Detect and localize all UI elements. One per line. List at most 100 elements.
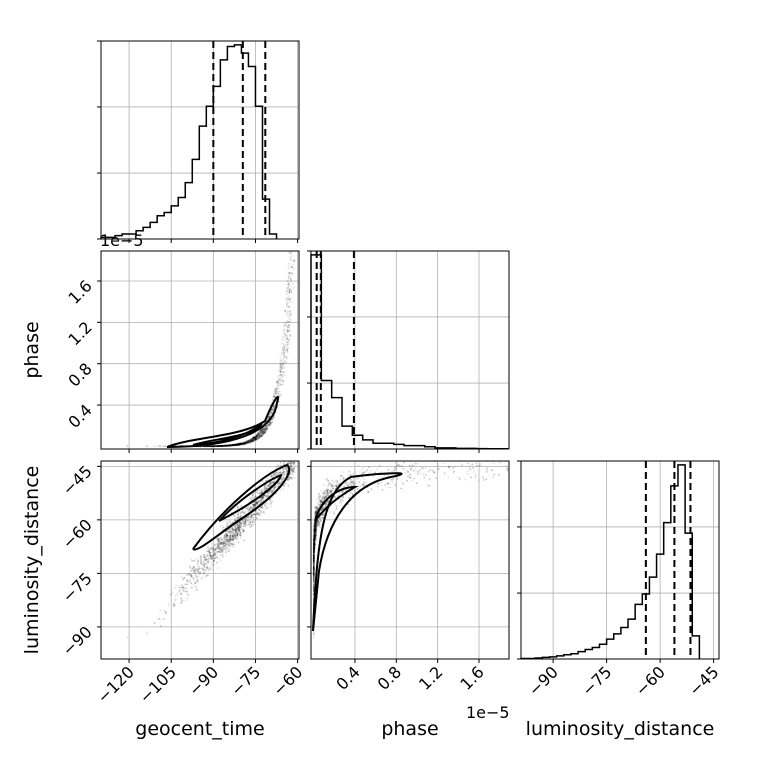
- point: [260, 489, 263, 492]
- point: [233, 535, 236, 537]
- point: [239, 532, 242, 535]
- point: [250, 438, 253, 441]
- point: [260, 490, 263, 493]
- point: [226, 444, 228, 447]
- point: [217, 445, 220, 447]
- point: [290, 453, 292, 455]
- point: [253, 436, 256, 439]
- point: [243, 524, 245, 527]
- point: [260, 430, 263, 433]
- point: [247, 522, 250, 525]
- point: [216, 445, 218, 448]
- point: [275, 389, 278, 392]
- point: [258, 431, 260, 433]
- point: [502, 456, 504, 458]
- point: [234, 444, 237, 446]
- point: [245, 517, 248, 519]
- point: [286, 301, 288, 303]
- y-tick-label-0: 0.4: [64, 400, 95, 431]
- point: [262, 495, 264, 498]
- point: [264, 427, 267, 430]
- point: [253, 523, 255, 526]
- point: [236, 443, 238, 446]
- point: [212, 445, 215, 447]
- point: [240, 442, 243, 445]
- point: [217, 540, 220, 542]
- point: [178, 586, 181, 589]
- point: [217, 445, 220, 447]
- point: [225, 445, 228, 447]
- point: [254, 439, 256, 442]
- point: [272, 405, 275, 408]
- point: [256, 433, 259, 436]
- point: [276, 379, 279, 382]
- point: [229, 536, 232, 539]
- point: [258, 509, 261, 511]
- point: [227, 444, 229, 447]
- point: [260, 511, 262, 513]
- point: [228, 538, 231, 541]
- point: [238, 533, 241, 536]
- point: [229, 444, 232, 447]
- point: [280, 363, 282, 366]
- point: [287, 326, 289, 329]
- point: [224, 532, 227, 535]
- point: [216, 544, 219, 547]
- point: [254, 510, 256, 513]
- point: [238, 444, 241, 446]
- point: [239, 443, 242, 446]
- point: [277, 472, 280, 475]
- point: [239, 535, 242, 537]
- point: [283, 349, 286, 351]
- point: [280, 379, 282, 382]
- point: [247, 441, 250, 444]
- point: [288, 293, 291, 295]
- point: [159, 625, 162, 628]
- point: [221, 445, 223, 447]
- point: [235, 529, 237, 532]
- point: [229, 444, 232, 447]
- point: [251, 440, 254, 443]
- point: [293, 259, 296, 262]
- point: [265, 427, 268, 430]
- point: [272, 417, 275, 419]
- point: [258, 435, 261, 438]
- point: [262, 432, 264, 434]
- point: [289, 306, 291, 308]
- point: [265, 425, 268, 428]
- point: [251, 439, 254, 442]
- point: [282, 371, 285, 374]
- point: [271, 408, 274, 411]
- point: [278, 391, 280, 393]
- point: [257, 433, 259, 436]
- point: [269, 499, 271, 502]
- point: [244, 442, 246, 445]
- point: [233, 444, 235, 446]
- point: [268, 415, 271, 418]
- point: [272, 399, 274, 401]
- point: [233, 444, 236, 447]
- point: [265, 428, 267, 431]
- point: [210, 445, 213, 448]
- point: [220, 444, 223, 447]
- point: [229, 444, 232, 447]
- point: [286, 305, 289, 308]
- point: [289, 298, 292, 301]
- point: [217, 445, 220, 447]
- point: [202, 560, 205, 563]
- point: [286, 337, 288, 340]
- point: [146, 631, 149, 634]
- point: [157, 445, 160, 448]
- point: [268, 415, 271, 418]
- point: [286, 321, 289, 324]
- point: [229, 444, 232, 447]
- point: [250, 440, 252, 443]
- point: [279, 489, 282, 491]
- point: [228, 531, 231, 534]
- point: [282, 336, 285, 338]
- point: [218, 445, 220, 447]
- point: [199, 572, 201, 574]
- point: [231, 444, 233, 447]
- point: [243, 522, 246, 525]
- point: [235, 443, 237, 446]
